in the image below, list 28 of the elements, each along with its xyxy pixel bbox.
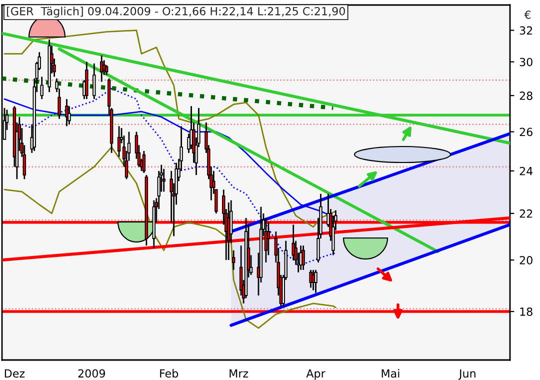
y-tick-label: 24: [520, 166, 533, 176]
candlestick: [92, 62, 96, 100]
x-tick-label: Apr: [306, 369, 326, 380]
x-tick-label: 2009: [78, 369, 106, 378]
y-tick-label: 32: [520, 26, 532, 35]
y-tick-label: 26: [520, 128, 532, 136]
line-series: [4, 146, 336, 329]
x-tick-label: Jun: [458, 369, 476, 380]
candlestick: [162, 168, 166, 192]
x-tick-label: Dez: [4, 369, 25, 378]
y-tick-label: 30: [520, 58, 532, 66]
y-tick-label: 22: [520, 209, 532, 218]
chart-title: [GER Täglich] 09.04.2009 - O:21,66 H:22,14 L:21,25 C:21,90: [7, 6, 345, 18]
candlestick: [302, 244, 305, 271]
candlestick: [142, 150, 146, 174]
candlestick: [65, 98, 68, 127]
line-series: [4, 30, 336, 228]
candlestick: [40, 76, 44, 100]
y-tick-label: 28: [520, 92, 532, 100]
candlestick: [104, 64, 108, 76]
y-tick-label: 20: [520, 256, 532, 264]
candlestick: [232, 250, 236, 271]
x-tick-label: Mai: [382, 369, 400, 378]
candlestick: [117, 125, 121, 158]
y-tick-label: 18: [520, 307, 532, 316]
x-tick-label: Mrz: [230, 369, 248, 378]
y-axis-title: €: [524, 10, 531, 19]
x-tick-label: Feb: [160, 369, 178, 378]
